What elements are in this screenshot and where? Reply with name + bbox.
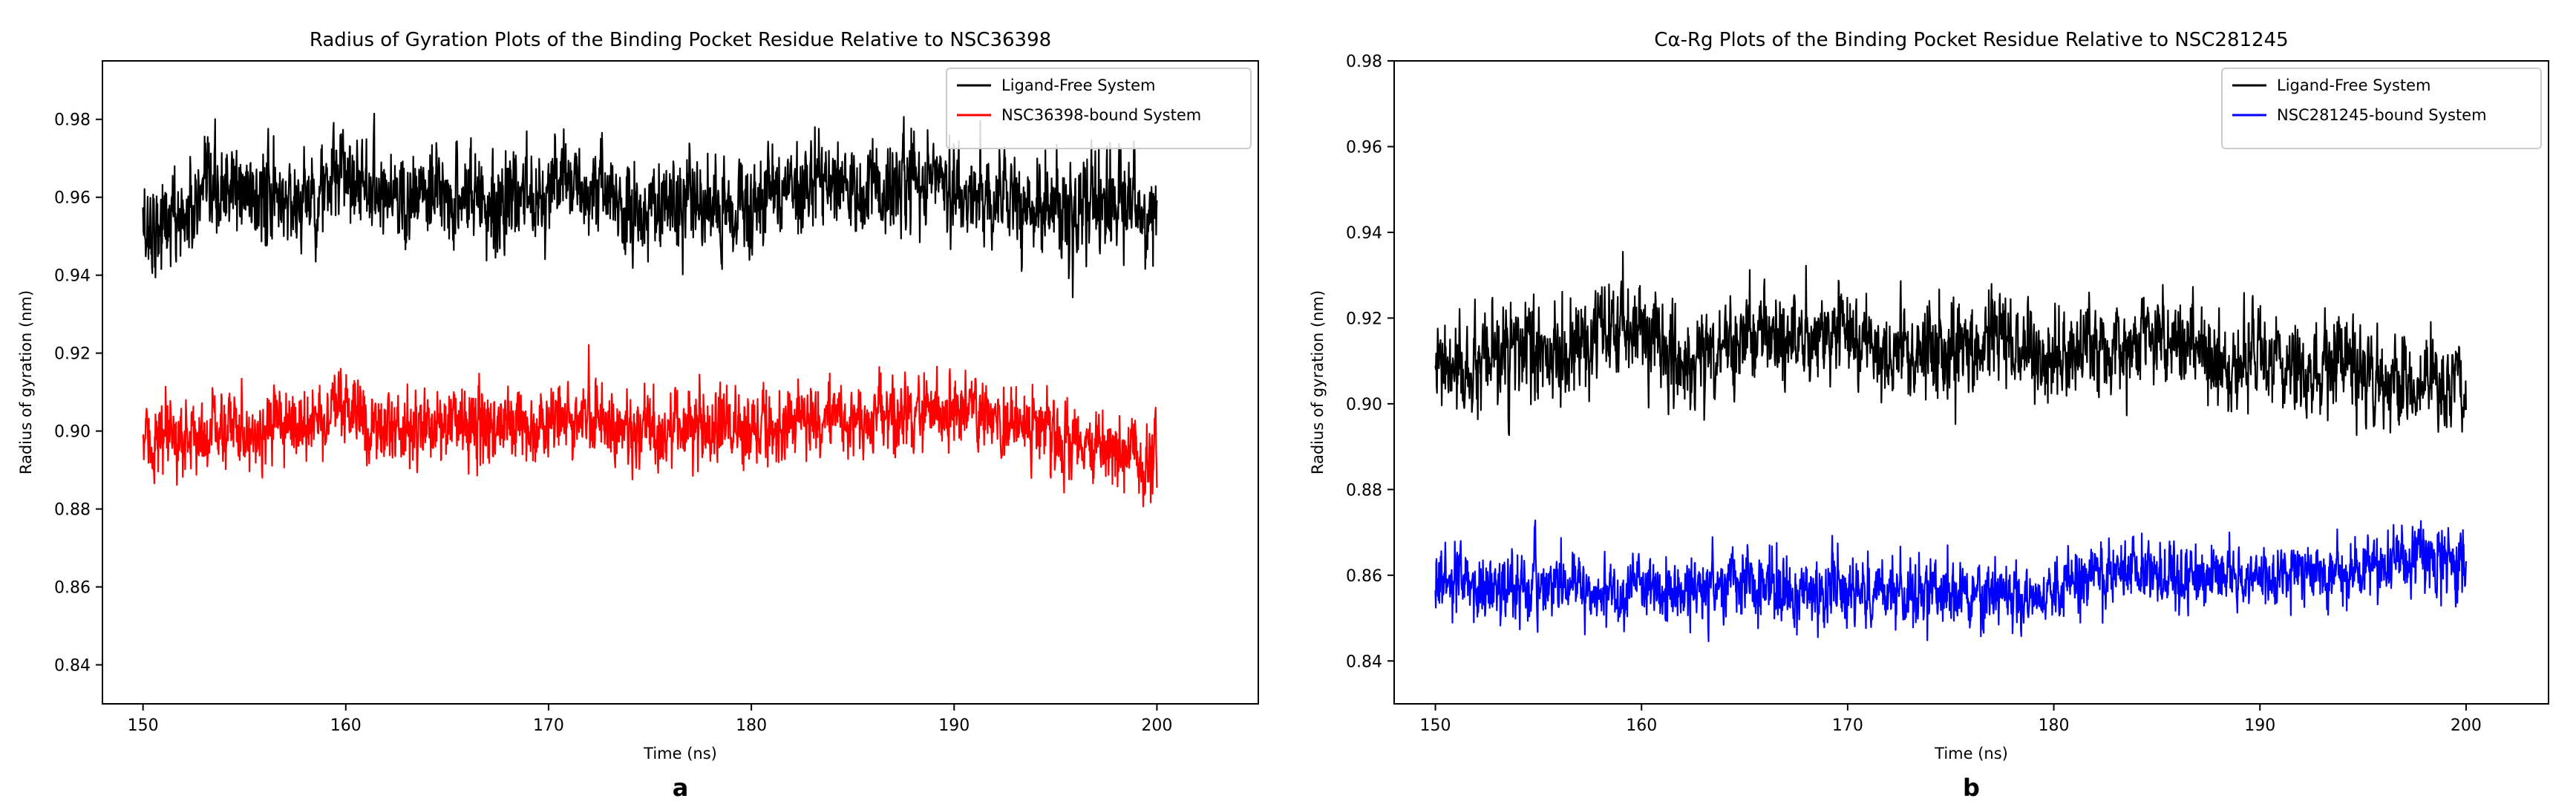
y-tick-label: 0.86 <box>1346 567 1382 586</box>
y-tick-label: 0.90 <box>1346 396 1382 414</box>
y-axis-label: Radius of gyration (nm) <box>17 290 35 474</box>
legend-box <box>946 68 1252 149</box>
x-tick-label: 160 <box>330 716 362 735</box>
chart-title: Radius of Gyration Plots of the Binding … <box>310 29 1051 51</box>
plot-area <box>142 112 1158 508</box>
panel-label: b <box>1963 774 1980 802</box>
legend-entry: Ligand-Free System <box>1001 76 1156 94</box>
x-axis-label: Time (ns) <box>643 745 717 762</box>
legend: Ligand-Free System NSC36398-bound System <box>946 68 1252 149</box>
y-tick-label: 0.92 <box>54 345 91 364</box>
legend-entry: NSC36398-bound System <box>1001 106 1201 124</box>
x-tick-label: 180 <box>736 716 767 735</box>
plot-area <box>1434 251 2467 642</box>
series-line-2 <box>1434 519 2467 642</box>
y-tick-label: 0.90 <box>54 423 91 442</box>
x-axis-label: Time (ns) <box>1934 745 2008 762</box>
y-tick-label: 0.92 <box>1346 310 1382 328</box>
x-tick-label: 190 <box>2244 716 2275 735</box>
axes-frame <box>102 60 1259 705</box>
x-tick-label: 160 <box>1626 716 1657 735</box>
series-line-2 <box>142 344 1158 508</box>
y-tick-label: 0.98 <box>54 111 91 130</box>
chart-title: Cα-Rg Plots of the Binding Pocket Residu… <box>1654 29 2288 51</box>
x-tick-label: 190 <box>938 716 970 735</box>
x-tick-label: 150 <box>128 716 159 735</box>
y-tick-label: 0.94 <box>54 267 91 286</box>
legend-box <box>2221 68 2542 149</box>
panel-label: a <box>673 774 689 802</box>
y-axis-label: Radius of gyration (nm) <box>1309 290 1327 474</box>
y-tick-label: 0.84 <box>54 657 91 676</box>
chart-panel-a: 150 160 170 180 190 200 0.84 0.86 0.88 0.90 0.92 0.… <box>17 29 1259 802</box>
series-line-1 <box>1434 251 2467 437</box>
x-tick-label: 200 <box>2451 716 2482 735</box>
y-tick-label: 0.98 <box>1346 53 1382 71</box>
x-tick-label: 170 <box>533 716 564 735</box>
y-tick-label: 0.96 <box>1346 138 1382 157</box>
x-tick-label: 180 <box>2039 716 2070 735</box>
x-tick-label: 200 <box>1141 716 1172 735</box>
legend: Ligand-Free System NSC281245-bound System <box>2221 68 2542 149</box>
series-line-1 <box>142 112 1158 298</box>
y-tick-label: 0.84 <box>1346 653 1382 671</box>
legend-entry: NSC281245-bound System <box>2277 106 2487 124</box>
y-tick-label: 0.88 <box>54 501 91 520</box>
chart-panel-b: 150 160 170 180 190 200 0.84 0.86 0.88 0.90 0.92 0.… <box>1309 29 2549 802</box>
axes-frame <box>1393 60 2549 705</box>
legend-entry: Ligand-Free System <box>2277 76 2431 94</box>
y-tick-label: 0.88 <box>1346 481 1382 500</box>
y-tick-label: 0.96 <box>54 189 91 208</box>
y-tick-label: 0.86 <box>54 579 91 598</box>
x-tick-label: 150 <box>1420 716 1451 735</box>
y-tick-label: 0.94 <box>1346 224 1382 243</box>
x-tick-label: 170 <box>1832 716 1863 735</box>
